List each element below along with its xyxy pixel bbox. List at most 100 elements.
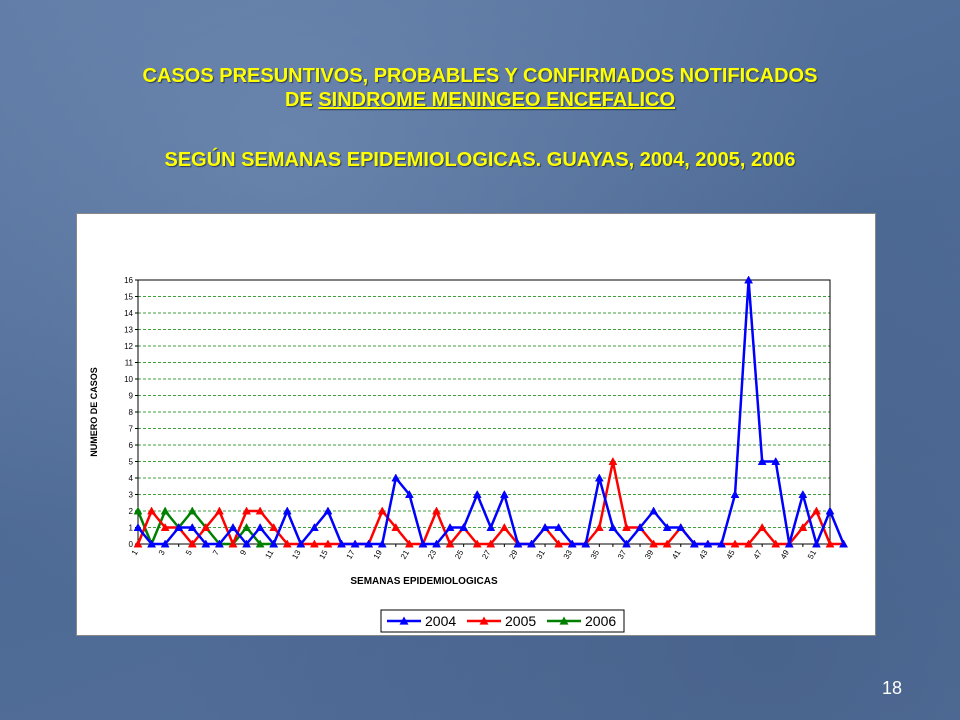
data-point — [649, 506, 659, 515]
x-tick-label: 11 — [263, 548, 275, 560]
data-point — [201, 539, 211, 548]
data-point — [228, 522, 238, 531]
data-point — [662, 539, 672, 548]
data-point — [635, 522, 645, 531]
data-point — [622, 539, 631, 548]
data-point — [242, 522, 251, 531]
data-point — [472, 539, 482, 548]
data-point — [214, 539, 224, 548]
data-point — [499, 489, 509, 498]
data-point — [717, 539, 726, 548]
x-tick-label: 47 — [752, 548, 765, 561]
data-point — [798, 522, 808, 531]
y-tick-label: 14 — [124, 309, 133, 318]
x-tick-label: 51 — [806, 548, 819, 561]
series-lines — [133, 275, 848, 548]
y-tick-label: 4 — [129, 474, 134, 483]
slide-title-line2: DE SINDROME MENINGEO ENCEFALICO — [40, 88, 920, 112]
data-point — [567, 539, 577, 548]
data-point — [147, 539, 156, 548]
data-point — [486, 539, 496, 548]
y-tick-label: 3 — [129, 491, 134, 500]
x-tick-label: 25 — [453, 548, 466, 561]
x-tick-label: 17 — [345, 548, 358, 561]
data-point — [323, 539, 333, 548]
data-point — [825, 539, 835, 548]
data-point — [418, 539, 428, 548]
data-point — [676, 522, 686, 531]
data-point — [662, 522, 672, 531]
data-point — [337, 539, 346, 548]
data-point — [771, 456, 781, 465]
y-tick-label: 12 — [124, 342, 133, 351]
data-point — [133, 539, 143, 548]
data-point — [649, 539, 659, 548]
x-tick-label: 5 — [184, 548, 194, 557]
data-point — [554, 539, 564, 548]
data-point — [472, 489, 482, 498]
data-point — [187, 506, 197, 515]
data-point — [214, 506, 224, 515]
data-point — [839, 539, 848, 548]
slide-title-line1: CASOS PRESUNTIVOS, PROBABLES Y CONFIRMAD… — [142, 65, 818, 87]
data-point — [242, 539, 251, 548]
data-point — [377, 506, 387, 515]
y-tick-label: 2 — [129, 507, 134, 516]
x-tick-label: 43 — [697, 548, 710, 561]
data-point — [622, 522, 631, 531]
data-point — [323, 506, 333, 515]
data-point — [825, 506, 835, 515]
data-point — [540, 522, 550, 531]
x-tick-label: 45 — [725, 548, 738, 561]
legend-label: 2004 — [425, 613, 456, 629]
data-point — [404, 539, 414, 548]
data-point — [296, 539, 306, 548]
x-tick-label: 37 — [616, 548, 629, 561]
data-point — [255, 506, 265, 515]
x-tick-label: 39 — [643, 548, 656, 561]
data-point — [377, 539, 387, 548]
chart-container: 0 1 2 3 4 5 6 7 8 9 10 11 12 13 14 15 16 1 3 5 7 9 11 13 15 17 19… — [76, 213, 876, 636]
data-point — [269, 522, 279, 531]
legend-marker — [399, 616, 409, 625]
y-tick-label: 10 — [124, 375, 133, 384]
data-point — [757, 456, 767, 465]
x-tick-label: 7 — [211, 548, 221, 557]
data-point — [174, 522, 184, 531]
y-tick-label: 15 — [124, 293, 133, 302]
slide-subtitle: SEGÚN SEMANAS EPIDEMIOLOGICAS. GUAYAS, 2… — [164, 149, 796, 171]
data-point — [391, 522, 401, 531]
data-point — [350, 539, 360, 548]
data-point — [445, 539, 455, 548]
y-tick-label: 8 — [129, 408, 134, 417]
data-point — [201, 522, 211, 531]
legend: 2004 2005 2006 — [380, 609, 625, 633]
title-disease: SINDROME MENINGEO ENCEFALICO — [318, 89, 676, 111]
data-point — [133, 506, 143, 515]
x-tick-label: 21 — [399, 548, 412, 561]
data-point — [309, 539, 319, 548]
data-point — [594, 522, 604, 531]
y-tick-label: 7 — [129, 425, 134, 434]
data-point — [730, 539, 740, 548]
data-point — [255, 539, 265, 548]
data-point — [445, 522, 455, 531]
x-tick-label: 29 — [507, 548, 520, 561]
x-tick-label: 35 — [589, 548, 602, 561]
data-point — [608, 522, 618, 531]
data-point — [730, 489, 740, 498]
y-tick-label: 6 — [129, 441, 134, 450]
x-axis-label: SEMANAS EPIDEMIOLOGICAS — [350, 576, 498, 587]
y-tick-label: 13 — [124, 326, 133, 335]
data-point — [594, 473, 604, 482]
legend-box — [380, 609, 625, 633]
data-point — [432, 506, 441, 515]
data-point — [784, 539, 794, 548]
data-point — [242, 506, 251, 515]
y-axis-label: NUMERO DE CASOS — [89, 367, 99, 457]
data-point — [554, 522, 564, 531]
data-point — [160, 522, 170, 531]
data-point — [581, 539, 591, 548]
data-point — [703, 539, 713, 548]
